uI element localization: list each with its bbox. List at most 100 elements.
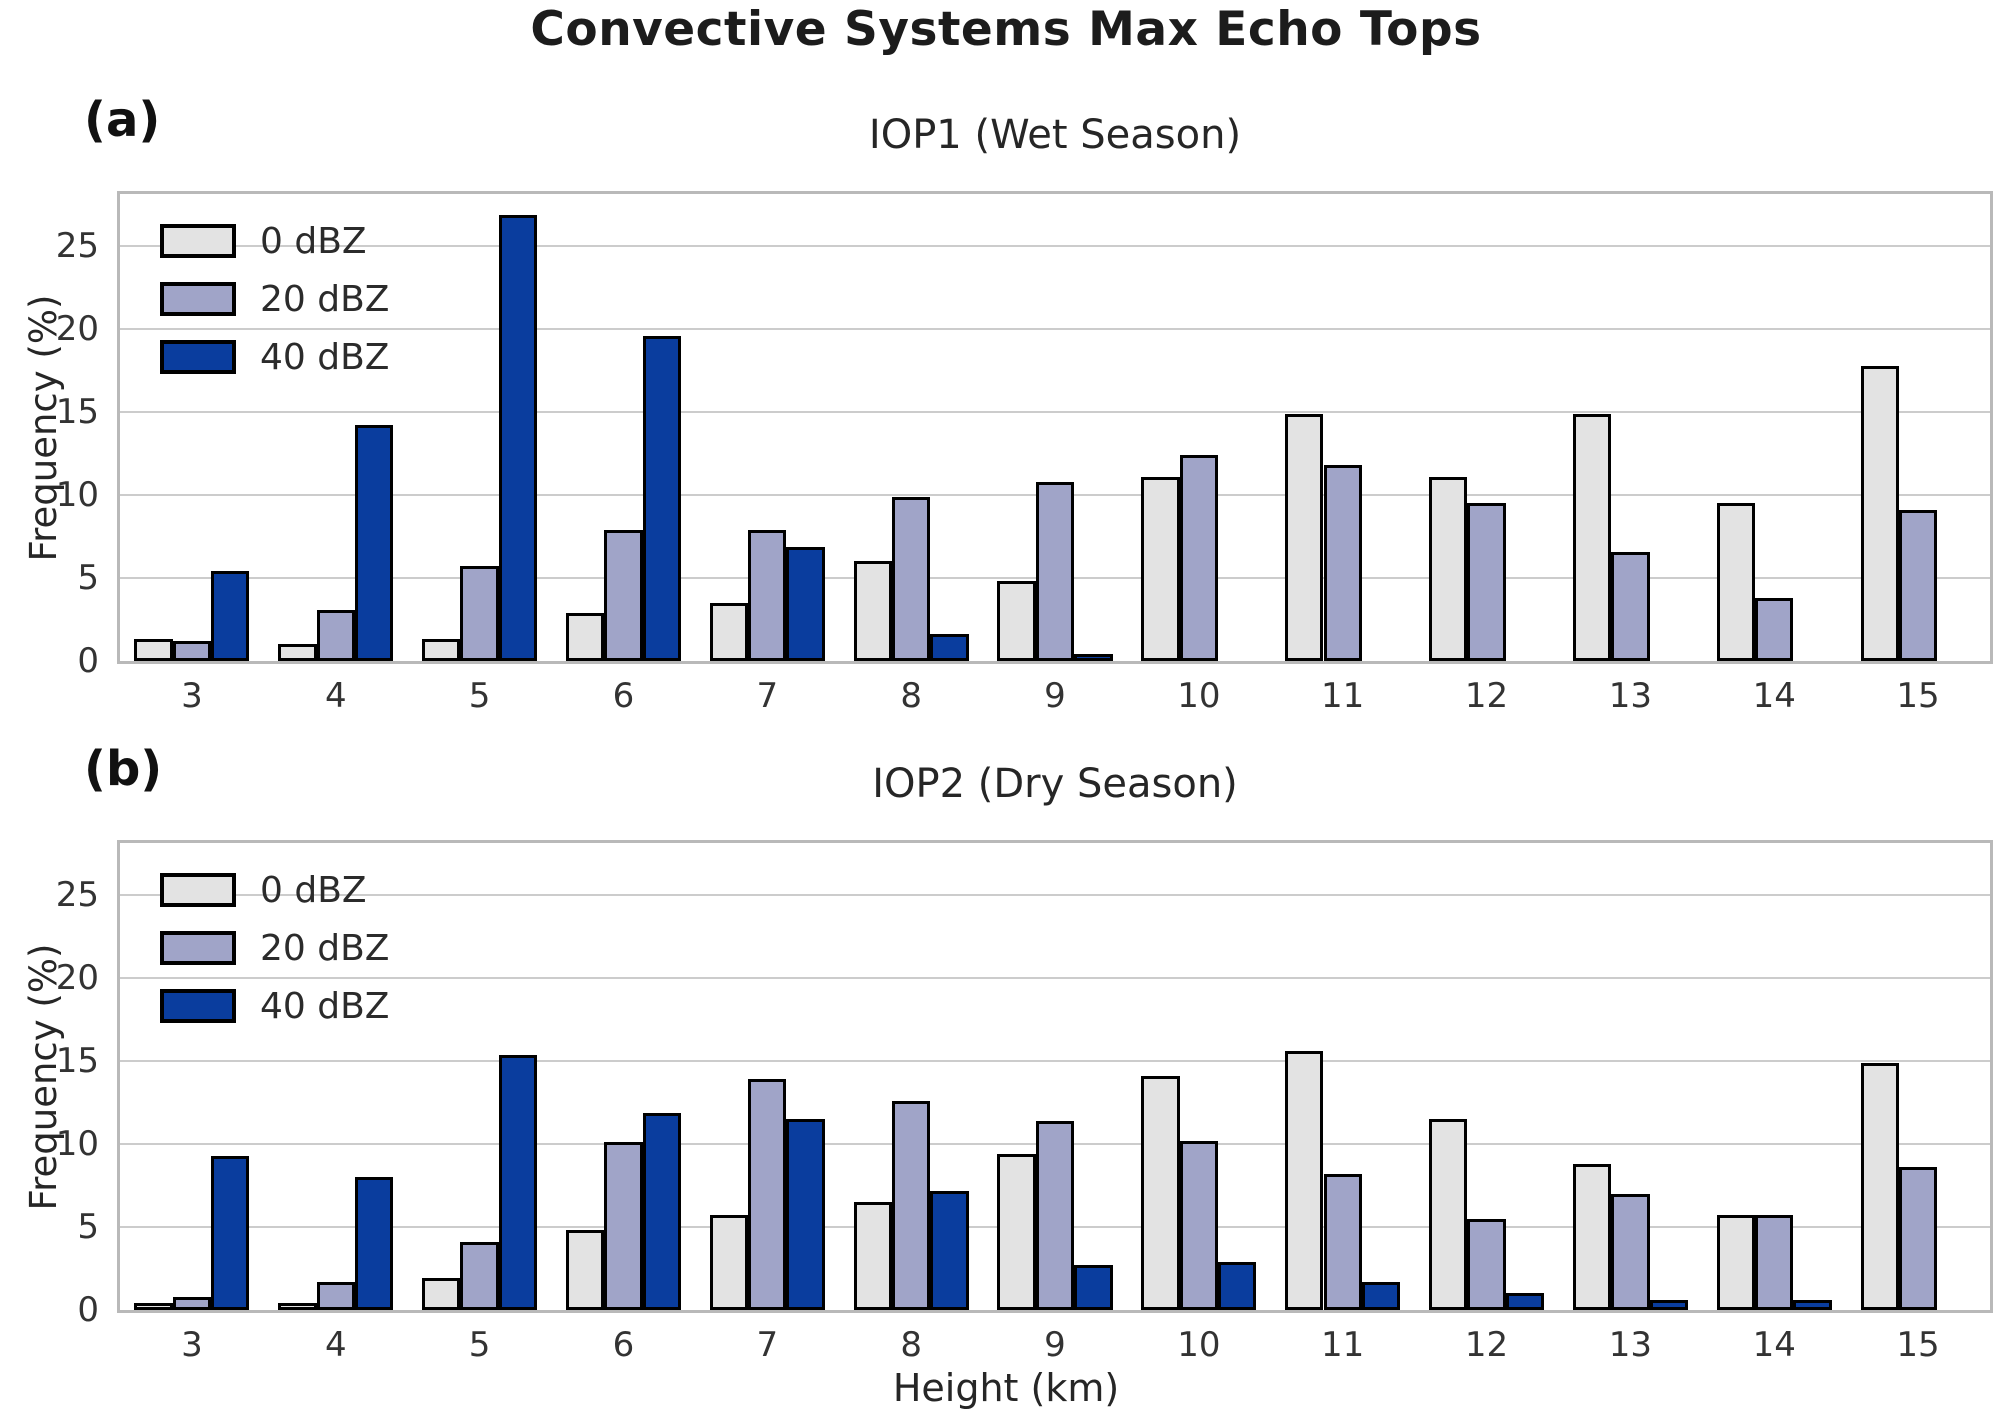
- bar-4km-40dBZ: [354, 425, 394, 661]
- bar-4km-20dBZ: [316, 1281, 355, 1310]
- ytick-label: 25: [55, 875, 99, 916]
- bar-10km-0dBZ: [1141, 1076, 1180, 1310]
- xtick-label: 15: [1896, 676, 1940, 716]
- xtick-label: 8: [900, 676, 922, 716]
- bar-13km-40dBZ: [1649, 1300, 1688, 1310]
- xtick-label: 11: [1321, 1325, 1365, 1365]
- bar-9km-20dBZ: [1035, 481, 1075, 661]
- bar-8km-0dBZ: [853, 561, 892, 661]
- bar-5km-40dBZ: [498, 1054, 538, 1310]
- bar-9km-20dBZ: [1035, 1120, 1075, 1310]
- ytick-label: 5: [77, 558, 99, 599]
- gridline: [120, 894, 1990, 897]
- ytick-label: 20: [55, 309, 99, 350]
- xtick-label: 9: [1044, 676, 1066, 716]
- gridline: [120, 328, 1990, 331]
- bar-12km-20dBZ: [1467, 503, 1506, 661]
- bar-3km-40dBZ: [211, 571, 250, 661]
- bar-10km-20dBZ: [1179, 1140, 1218, 1310]
- gridline: [120, 411, 1990, 414]
- bar-11km-20dBZ: [1323, 465, 1362, 661]
- gridline: [120, 977, 1990, 980]
- xtick-label: 5: [468, 1325, 491, 1365]
- xtick-label: 3: [181, 676, 203, 716]
- bar-6km-0dBZ: [565, 612, 605, 661]
- ytick-label: 25: [55, 226, 99, 267]
- bar-7km-0dBZ: [709, 1215, 749, 1310]
- legend-swatch-40dBZ: [160, 340, 236, 374]
- bar-15km-20dBZ: [1898, 510, 1938, 661]
- xtick-label: 5: [468, 676, 491, 716]
- bar-10km-20dBZ: [1179, 455, 1218, 661]
- bar-13km-20dBZ: [1611, 1193, 1650, 1310]
- bar-9km-0dBZ: [997, 581, 1036, 661]
- bar-6km-40dBZ: [642, 335, 681, 661]
- xtick-label: 7: [756, 676, 779, 716]
- bar-8km-40dBZ: [930, 1190, 969, 1310]
- xtick-label: 9: [1044, 1325, 1066, 1365]
- bar-6km-20dBZ: [604, 529, 643, 661]
- bar-11km-0dBZ: [1285, 1051, 1324, 1310]
- xtick-label: 15: [1896, 1325, 1940, 1365]
- bar-8km-20dBZ: [891, 1100, 931, 1310]
- bar-11km-20dBZ: [1323, 1173, 1362, 1310]
- bar-7km-20dBZ: [748, 529, 787, 661]
- legend-label: 0 dBZ: [260, 221, 367, 262]
- bar-3km-0dBZ: [134, 1303, 173, 1310]
- bar-8km-20dBZ: [891, 496, 931, 661]
- bar-6km-0dBZ: [565, 1230, 605, 1310]
- bar-12km-20dBZ: [1467, 1218, 1506, 1310]
- bar-13km-0dBZ: [1572, 413, 1612, 661]
- legend-label: 40 dBZ: [260, 337, 390, 378]
- legend-swatch-40dBZ: [160, 989, 236, 1023]
- bar-7km-0dBZ: [709, 602, 749, 661]
- ytick-label: 0: [77, 641, 99, 681]
- xtick-label: 8: [900, 1325, 922, 1365]
- xtick-label: 7: [756, 1325, 779, 1365]
- xtick-label: 6: [612, 1325, 635, 1365]
- bar-10km-0dBZ: [1141, 476, 1180, 661]
- bar-5km-0dBZ: [422, 1278, 461, 1310]
- xtick-label: 10: [1177, 1325, 1221, 1365]
- bar-9km-40dBZ: [1074, 1265, 1113, 1310]
- bar-7km-20dBZ: [748, 1079, 787, 1310]
- ytick-label: 0: [77, 1290, 99, 1330]
- panel-b-label: (b): [84, 741, 163, 797]
- legend-swatch-20dBZ: [160, 931, 236, 965]
- gridline: [120, 245, 1990, 248]
- bar-15km-0dBZ: [1860, 365, 1899, 661]
- ytick-label: 10: [55, 1124, 99, 1165]
- bar-8km-0dBZ: [853, 1202, 892, 1310]
- panel-a-title: IOP1 (Wet Season): [868, 112, 1242, 158]
- bar-6km-40dBZ: [642, 1112, 681, 1310]
- bar-8km-40dBZ: [930, 634, 969, 661]
- bar-4km-20dBZ: [316, 609, 355, 661]
- bar-9km-0dBZ: [997, 1154, 1036, 1310]
- bar-4km-40dBZ: [354, 1177, 394, 1310]
- bar-7km-40dBZ: [786, 1119, 825, 1310]
- panel-a-label: (a): [84, 92, 161, 148]
- bar-15km-20dBZ: [1898, 1167, 1938, 1310]
- bar-14km-20dBZ: [1755, 1215, 1794, 1310]
- bar-7km-40dBZ: [786, 546, 825, 661]
- bar-14km-0dBZ: [1716, 1215, 1756, 1310]
- bar-3km-0dBZ: [134, 639, 173, 661]
- xtick-label: 4: [324, 676, 347, 716]
- bar-13km-0dBZ: [1572, 1164, 1612, 1310]
- bar-6km-20dBZ: [604, 1142, 643, 1310]
- bar-10km-40dBZ: [1218, 1261, 1257, 1310]
- legend-label: 20 dBZ: [260, 928, 390, 969]
- bar-5km-20dBZ: [460, 1241, 499, 1310]
- ytick-label: 20: [55, 958, 99, 999]
- legend-swatch-0dBZ: [160, 224, 236, 258]
- panel-b-plot-area: 0 dBZ 20 dBZ 40 dBZ: [117, 840, 1993, 1313]
- legend-swatch-20dBZ: [160, 282, 236, 316]
- gridline: [120, 1060, 1990, 1063]
- bar-5km-40dBZ: [498, 214, 538, 661]
- bar-3km-40dBZ: [211, 1155, 250, 1310]
- xtick-label: 10: [1177, 676, 1221, 716]
- ytick-label: 15: [55, 392, 99, 433]
- bar-12km-0dBZ: [1429, 476, 1468, 661]
- xtick-label: 6: [612, 676, 635, 716]
- bar-3km-20dBZ: [172, 641, 212, 661]
